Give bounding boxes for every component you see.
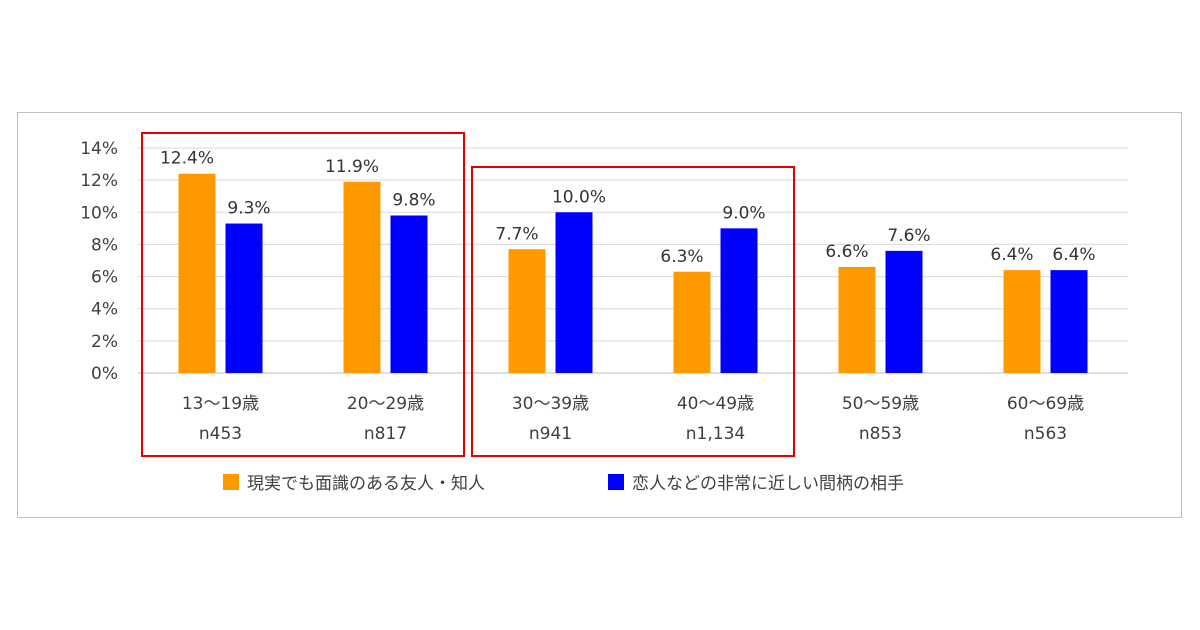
bar xyxy=(1003,270,1041,373)
legend-swatch xyxy=(223,474,239,490)
data-label: 7.7% xyxy=(495,224,538,244)
bar-chart: 0% 2% 4% 6% 8% 10% 12% 14% 12.4% 9.3% 11.9% 9.8% 7.… xyxy=(80,132,1128,494)
y-tick-label: 6% xyxy=(91,268,118,288)
bar xyxy=(390,215,428,373)
bar xyxy=(225,223,263,373)
legend-swatch xyxy=(608,474,624,490)
category-label: 40〜49歳 xyxy=(677,394,754,414)
data-label: 6.4% xyxy=(990,245,1033,265)
y-tick-label: 14% xyxy=(80,139,118,159)
category-label: 60〜69歳 xyxy=(1007,394,1084,414)
bar xyxy=(178,173,216,373)
category-label: 13〜19歳 xyxy=(182,394,259,414)
bar xyxy=(1050,270,1088,373)
highlight-box xyxy=(141,132,465,457)
data-label: 7.6% xyxy=(887,226,930,246)
bars xyxy=(178,173,1088,373)
bar xyxy=(720,228,758,373)
bar xyxy=(508,249,546,373)
category-label: 50〜59歳 xyxy=(842,394,919,414)
sample-size-label: n1,134 xyxy=(686,424,745,444)
y-tick-label: 2% xyxy=(91,332,118,352)
y-tick-label: 4% xyxy=(91,300,118,320)
sample-size-label: n563 xyxy=(1024,424,1067,444)
bar xyxy=(343,181,381,373)
data-labels: 12.4% 9.3% 11.9% 9.8% 7.7% 10.0% 6.3% 9.0% 6.6% 7… xyxy=(160,149,1096,267)
sample-size-label: n817 xyxy=(364,424,407,444)
legend-label: 現実でも面識のある友人・知人 xyxy=(247,474,485,494)
data-label: 9.0% xyxy=(722,203,765,223)
chart-frame: 0% 2% 4% 6% 8% 10% 12% 14% 12.4% 9.3% 11.9% 9.8% 7.… xyxy=(17,112,1182,518)
y-axis-ticks: 0% 2% 4% 6% 8% 10% 12% 14% xyxy=(80,139,118,384)
y-tick-label: 12% xyxy=(80,171,118,191)
data-label: 9.8% xyxy=(392,191,435,211)
y-tick-label: 10% xyxy=(80,203,118,223)
sample-size-label: n453 xyxy=(199,424,242,444)
gridlines xyxy=(138,147,1128,374)
highlight-boxes xyxy=(141,132,795,457)
category-label: 30〜39歳 xyxy=(512,394,589,414)
y-tick-label: 8% xyxy=(91,235,118,255)
bar xyxy=(673,271,711,373)
data-label: 12.4% xyxy=(160,149,214,169)
highlight-box xyxy=(471,166,795,457)
data-label: 6.4% xyxy=(1052,245,1095,265)
bar xyxy=(555,212,593,373)
legend: 現実でも面識のある友人・知人 恋人などの非常に近しい間柄の相手 xyxy=(223,473,904,494)
y-tick-label: 0% xyxy=(91,364,118,384)
data-label: 6.3% xyxy=(660,247,703,267)
bar xyxy=(885,250,923,373)
sample-size-label: n941 xyxy=(529,424,572,444)
data-label: 11.9% xyxy=(325,157,379,177)
data-label: 6.6% xyxy=(825,242,868,262)
category-labels: 13〜19歳 n453 20〜29歳 n817 30〜39歳 n941 40〜49歳 n1,1… xyxy=(182,394,1084,444)
legend-label: 恋人などの非常に近しい間柄の相手 xyxy=(632,473,904,494)
bar xyxy=(838,266,876,373)
category-label: 20〜29歳 xyxy=(347,394,424,414)
sample-size-label: n853 xyxy=(859,424,902,444)
data-label: 10.0% xyxy=(552,187,606,207)
data-label: 9.3% xyxy=(227,199,270,219)
